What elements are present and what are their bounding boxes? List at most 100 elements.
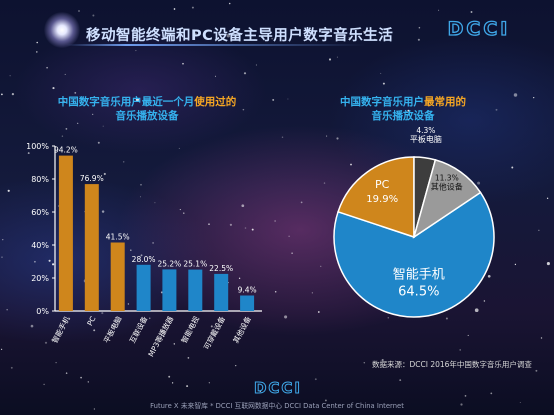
star-dot	[130, 249, 132, 251]
star-dot	[274, 220, 276, 222]
star-dot	[102, 125, 104, 127]
star-dot	[226, 33, 231, 38]
star-dot	[288, 235, 290, 237]
pie-category-label: PC	[375, 178, 390, 191]
star-dot	[48, 259, 51, 262]
bar-2	[84, 184, 99, 311]
star-dot	[511, 166, 514, 169]
pie-category-label: 其他设备	[431, 182, 463, 192]
bar-3	[110, 242, 125, 311]
star-dot	[495, 108, 498, 111]
star-dot	[399, 379, 402, 382]
star-dot	[474, 308, 479, 313]
star-dot	[92, 14, 95, 17]
star-dot	[1, 93, 3, 96]
bar-value-label: 94.2%	[54, 146, 78, 155]
data-source: 数据来源：DCCI 2016年中国数字音乐用户调查	[372, 360, 532, 369]
star-dot	[287, 98, 289, 100]
star-dot	[228, 2, 231, 5]
star-dot	[470, 11, 473, 13]
pie-slice-smartphone	[333, 191, 495, 318]
star-dot	[65, 128, 68, 130]
pie-chart-title: 中国数字音乐用户最常用的 音乐播放设备	[313, 95, 493, 123]
star-dot	[74, 92, 77, 94]
y-tick-label: 60%	[31, 208, 49, 217]
star-dot	[152, 241, 155, 244]
star-dot	[208, 382, 210, 384]
star-dot	[255, 64, 257, 66]
star-dot	[44, 341, 48, 344]
star-dot	[186, 385, 189, 388]
star-dot	[163, 329, 165, 332]
star-glow-icon	[44, 12, 80, 48]
star-dot	[129, 101, 131, 104]
bar-title-highlight: 使用过的	[194, 96, 237, 108]
star-dot	[477, 181, 481, 185]
pie-value-label: 4.3%	[416, 126, 435, 135]
star-dot	[242, 108, 245, 111]
star-dot	[336, 56, 338, 58]
star-dot	[6, 309, 8, 311]
star-dot	[546, 262, 550, 266]
star-dot	[103, 172, 106, 176]
star-dot	[127, 303, 130, 305]
star-dot	[259, 390, 262, 393]
star-dot	[171, 382, 174, 384]
star-dot	[55, 361, 57, 364]
bar-title-part2: 音乐播放设备	[115, 110, 179, 122]
star-dot	[65, 372, 68, 374]
star-dot	[271, 37, 274, 40]
star-dot	[336, 137, 339, 140]
bar-1	[58, 155, 73, 311]
star-dot	[251, 228, 254, 231]
star-dot	[519, 401, 521, 404]
pie-slice-other	[412, 158, 482, 239]
star-dot	[52, 87, 55, 90]
star-dot	[311, 292, 313, 294]
star-dot	[78, 10, 80, 12]
star-dot	[538, 229, 540, 231]
star-dot	[93, 408, 96, 410]
star-dot	[459, 349, 462, 351]
star-dot	[467, 334, 469, 336]
star-dot	[9, 75, 11, 77]
star-dot	[101, 210, 105, 213]
star-dot	[92, 113, 94, 115]
star-dot	[122, 161, 125, 163]
star-dot	[168, 375, 171, 378]
star-dot	[199, 103, 201, 105]
bar-title-part1: 中国数字音乐用户最近一个月	[57, 96, 195, 108]
y-tick-label: 100%	[26, 142, 49, 151]
bar-value-label: 76.9%	[80, 174, 104, 183]
pie-value-label: 11.3%	[435, 174, 459, 183]
star-dot	[348, 37, 351, 39]
star-dot	[317, 311, 320, 313]
star-dot	[187, 357, 190, 359]
y-tick-label: 0%	[36, 307, 49, 316]
star-dot	[52, 263, 55, 266]
star-dot	[194, 32, 197, 36]
star-dot	[182, 62, 184, 65]
pie-title-part2: 音乐播放设备	[371, 110, 435, 122]
star-dot	[7, 189, 10, 192]
star-dot	[363, 361, 366, 364]
star-dot	[11, 92, 15, 96]
star-dot	[326, 135, 328, 137]
star-dot	[139, 196, 142, 198]
star-dot	[324, 399, 327, 402]
star-dot	[93, 329, 96, 332]
star-dot	[540, 337, 543, 339]
star-dot	[272, 98, 275, 101]
star-dot	[162, 335, 165, 337]
star-dot	[345, 35, 347, 37]
star-dot	[328, 58, 332, 61]
star-dot	[513, 93, 518, 97]
bar-5	[162, 269, 177, 311]
star-dot	[214, 75, 217, 77]
star-dot	[381, 358, 384, 362]
dcci-logo-bottom-text: DCCI	[254, 379, 302, 396]
star-dot	[208, 223, 210, 225]
